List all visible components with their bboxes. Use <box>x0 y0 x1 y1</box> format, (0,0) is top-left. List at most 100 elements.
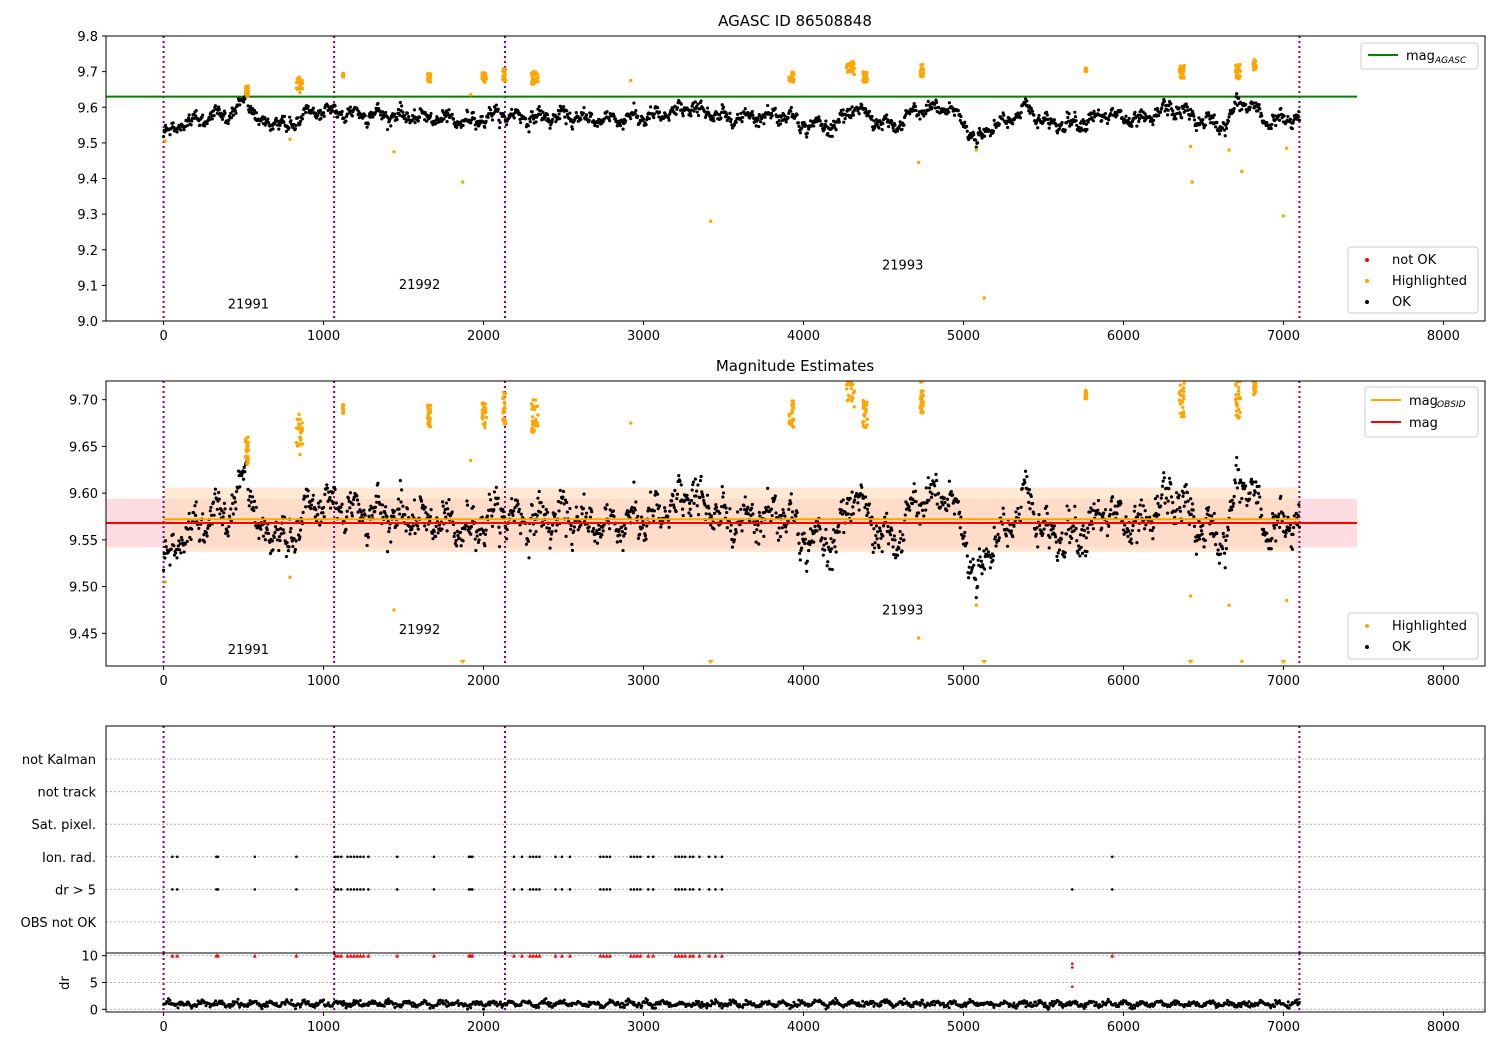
flag-point <box>680 888 684 891</box>
ok-point <box>403 113 407 118</box>
highlighted-point <box>298 90 302 95</box>
ok-point <box>1238 478 1243 482</box>
ok-point <box>1151 526 1156 530</box>
ok-point <box>1119 501 1123 505</box>
ok-point <box>834 128 838 132</box>
ok-point <box>876 530 880 534</box>
ok-point <box>1027 488 1031 492</box>
highlighted-point <box>1234 383 1238 387</box>
flags-data <box>106 726 1485 953</box>
highlighted-point <box>501 77 505 81</box>
dr-point <box>385 1002 389 1006</box>
ok-point <box>766 505 770 509</box>
ok-point <box>423 524 427 528</box>
ok-point <box>670 499 674 503</box>
ok-point <box>590 112 594 116</box>
ok-point <box>241 100 246 104</box>
ok-point <box>691 483 695 487</box>
ok-point <box>587 118 591 122</box>
ok-point <box>399 500 403 504</box>
ok-point <box>580 512 584 516</box>
ok-point <box>1058 541 1062 545</box>
ok-point <box>690 488 694 492</box>
ok-point <box>917 113 921 117</box>
ok-point <box>813 524 817 529</box>
ok-point <box>538 112 543 117</box>
highlighted-point <box>850 399 854 403</box>
highlighted-point <box>851 382 855 387</box>
y-tick-label: 9.6 <box>77 101 98 116</box>
ok-point <box>1258 495 1262 499</box>
ok-point <box>234 490 239 494</box>
ok-point <box>831 528 836 532</box>
ok-point <box>496 496 500 500</box>
flag-point <box>216 888 220 891</box>
highlighted-point <box>531 72 536 77</box>
ok-point <box>1052 524 1056 528</box>
highlighted-point <box>1284 598 1289 603</box>
ok-point <box>186 116 191 120</box>
y-tick-label: 9.70 <box>69 394 98 409</box>
dr-point <box>326 1001 330 1005</box>
ok-point <box>366 535 370 539</box>
ok-point <box>604 507 608 511</box>
highlighted-point <box>480 415 484 420</box>
ok-point <box>565 112 569 117</box>
highlighted-point <box>849 386 853 391</box>
ok-point <box>652 116 656 120</box>
ok-point <box>490 514 494 518</box>
ok-point <box>812 531 816 535</box>
ok-point <box>1270 512 1275 516</box>
ok-point <box>465 110 470 114</box>
ok-point <box>1154 511 1158 516</box>
dr-point <box>236 997 240 1001</box>
flag-point <box>520 855 524 859</box>
ok-point <box>238 485 242 489</box>
ok-point <box>1084 554 1088 558</box>
highlighted-point <box>1252 59 1256 63</box>
ok-point <box>1221 531 1225 536</box>
ok-point <box>1191 508 1195 512</box>
ok-point <box>294 539 298 543</box>
ok-point <box>429 508 433 512</box>
ok-point <box>920 508 925 512</box>
ok-point <box>803 123 808 127</box>
dr-point <box>294 1007 298 1011</box>
ok-point <box>1080 128 1085 132</box>
ok-point <box>473 537 477 541</box>
ok-point <box>1218 542 1222 546</box>
ok-point <box>773 494 777 498</box>
highlighted-point <box>918 404 923 408</box>
ok-point <box>1115 113 1119 117</box>
ok-point <box>387 526 392 530</box>
x-tick-label: 5000 <box>947 674 980 689</box>
ok-point <box>766 103 770 108</box>
ok-point <box>823 537 827 541</box>
x-tick-label: 1000 <box>307 329 340 344</box>
ok-point <box>739 111 743 116</box>
ok-point <box>1157 113 1161 118</box>
ok-point <box>989 556 993 560</box>
ok-point <box>161 568 166 572</box>
ok-point <box>971 557 975 561</box>
ok-point <box>1259 111 1263 115</box>
ok-point <box>1074 119 1078 123</box>
ok-point <box>1235 455 1239 460</box>
ok-point <box>1100 526 1104 530</box>
ok-point <box>675 106 680 110</box>
ok-point <box>277 127 281 131</box>
ok-point <box>890 119 894 123</box>
ok-point <box>378 502 382 506</box>
ok-point <box>434 524 438 528</box>
ok-point <box>201 512 205 516</box>
ok-point <box>192 116 196 120</box>
ok-point <box>936 491 941 495</box>
ok-point <box>1125 527 1129 531</box>
ok-point <box>1226 528 1230 532</box>
ok-point <box>908 112 912 116</box>
ok-point <box>780 513 784 518</box>
ok-point <box>1078 554 1082 558</box>
ok-point <box>746 111 750 115</box>
flag-point <box>560 888 564 891</box>
